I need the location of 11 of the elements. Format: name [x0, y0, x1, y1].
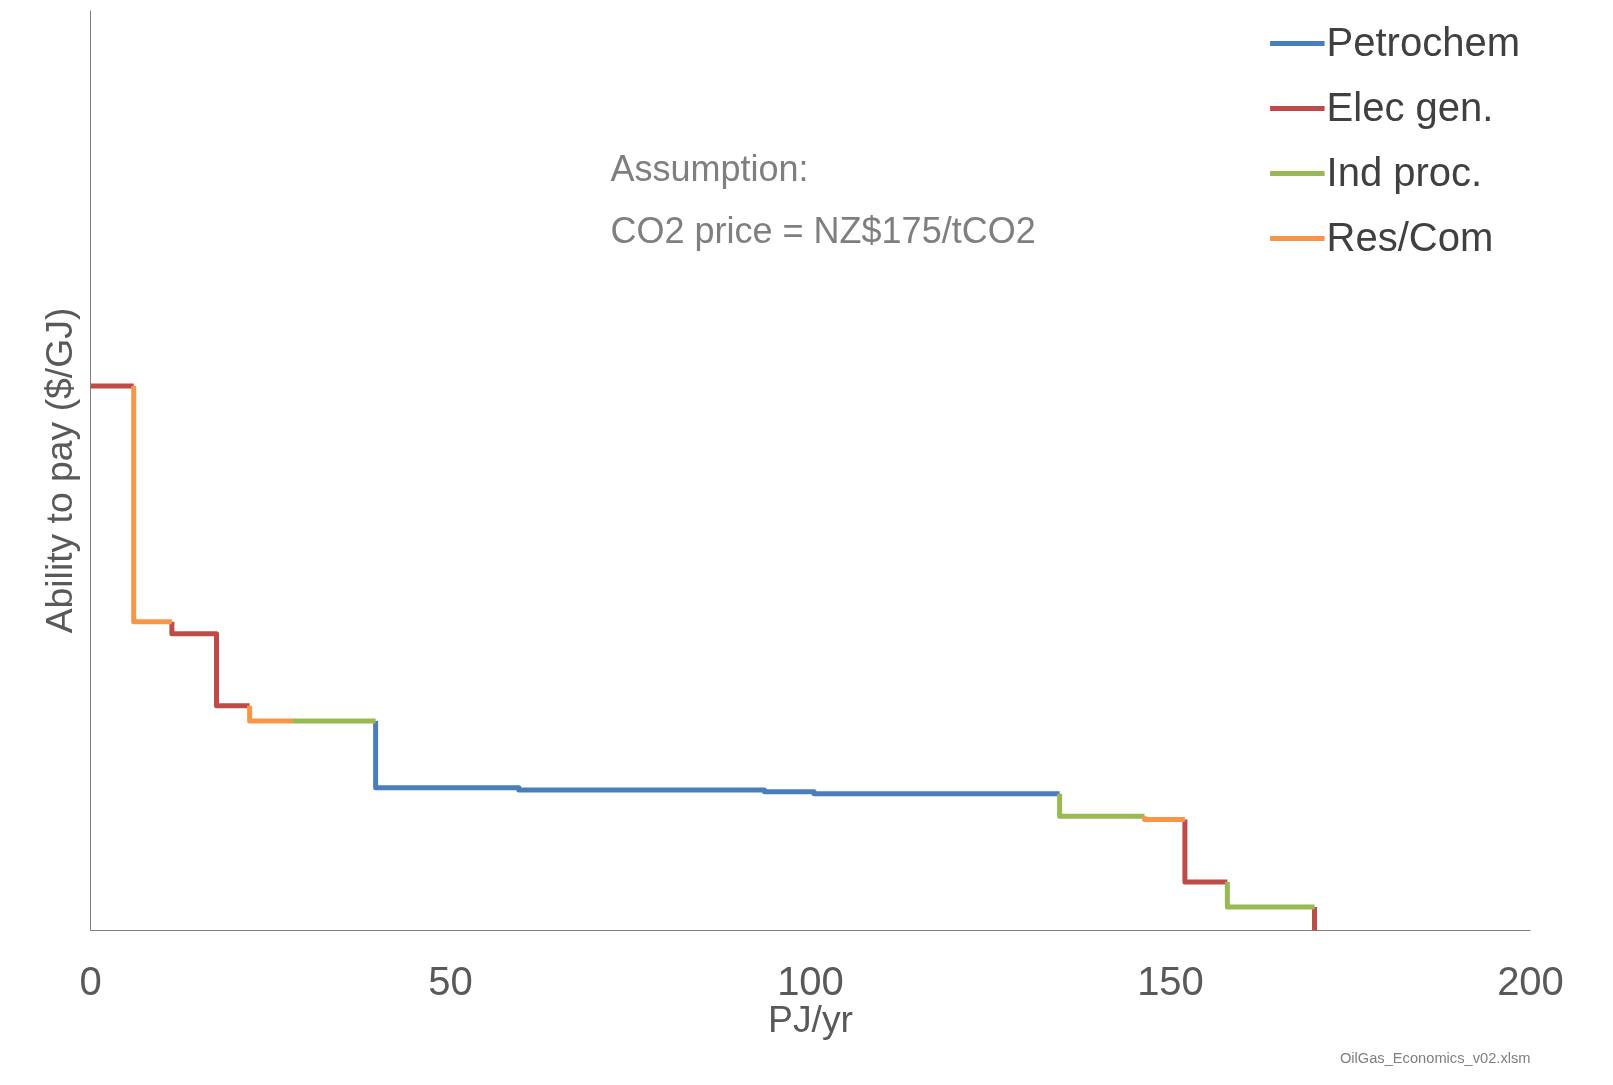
y-axis-title: Ability to pay ($/GJ) [37, 307, 80, 634]
text: OilGas_Economics_v02.xlsm [1339, 1049, 1531, 1066]
x-tick-label: 150 [1137, 958, 1204, 1003]
legend-label: Res/Com [1326, 215, 1494, 260]
legend-label: Elec gen. [1326, 85, 1494, 130]
legend-label: Petrochem [1326, 20, 1520, 65]
legend-label: Ind proc. [1326, 150, 1483, 195]
x-tick-label: 200 [1497, 958, 1564, 1003]
text: Assumption: CO2 price = NZ$175/tCO2 [610, 148, 1036, 251]
x-tick-label: 50 [428, 958, 473, 1003]
x-tick-label: 0 [79, 958, 102, 1003]
